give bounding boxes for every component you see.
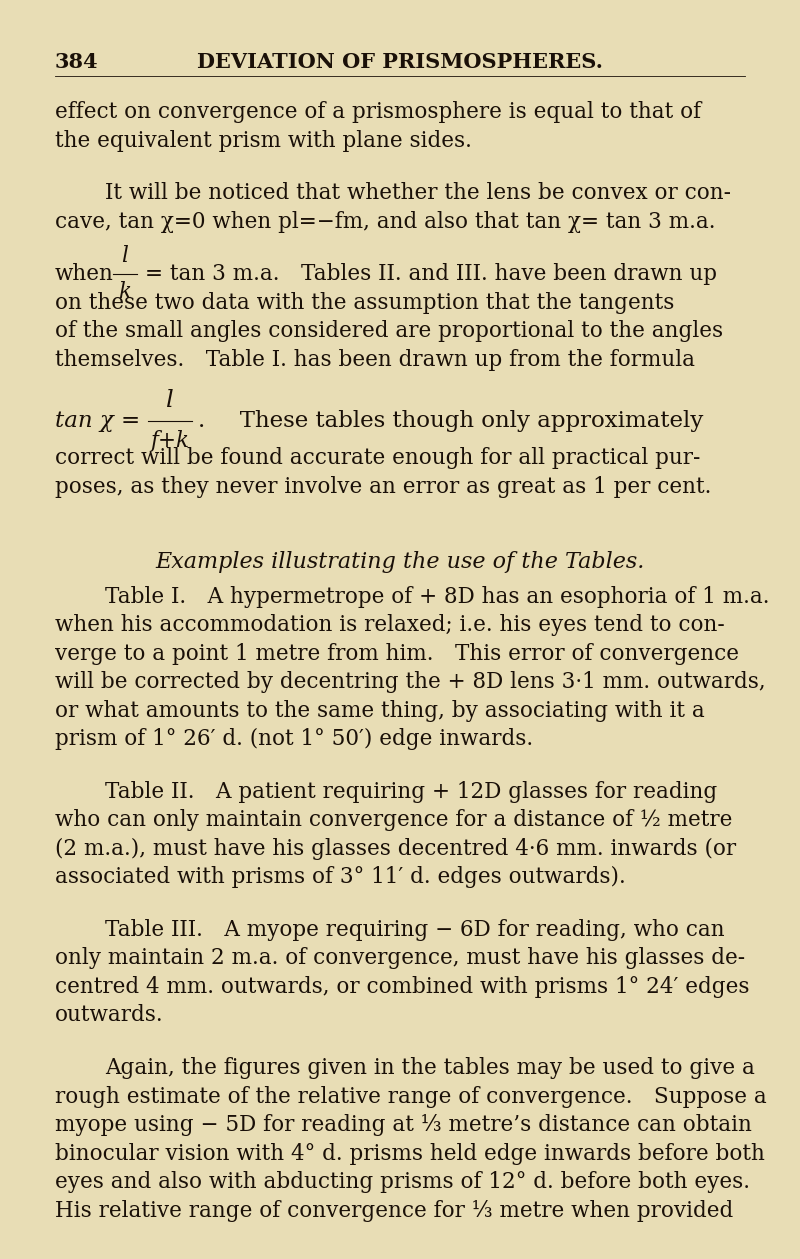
- Text: Table II.  A patient requiring + 12D glasses for reading: Table II. A patient requiring + 12D glas…: [105, 781, 718, 803]
- Text: when: when: [55, 263, 114, 286]
- Text: poses, as they never involve an error as great as 1 per cent.: poses, as they never involve an error as…: [55, 476, 711, 497]
- Text: binocular vision with 4° d. prisms held edge inwards before both: binocular vision with 4° d. prisms held …: [55, 1143, 765, 1165]
- Text: f+k: f+k: [150, 431, 190, 452]
- Text: .   These tables though only approximately: . These tables though only approximately: [198, 410, 703, 432]
- Text: rough estimate of the relative range of convergence.  Suppose a: rough estimate of the relative range of …: [55, 1085, 766, 1108]
- Text: eyes and also with abducting prisms of 12° d. before both eyes.: eyes and also with abducting prisms of 1…: [55, 1171, 750, 1194]
- Text: cave, tan χ=0 when pl=−fm, and also that tan χ= tan 3 m.a.: cave, tan χ=0 when pl=−fm, and also that…: [55, 210, 715, 233]
- Text: on these two data with the assumption that the tangents: on these two data with the assumption th…: [55, 292, 674, 313]
- Text: associated with prisms of 3° 11′ d. edges outwards).: associated with prisms of 3° 11′ d. edge…: [55, 866, 626, 889]
- Text: verge to a point 1 metre from him.  This error of convergence: verge to a point 1 metre from him. This …: [55, 642, 739, 665]
- Text: centred 4 mm. outwards, or combined with prisms 1° 24′ edges: centred 4 mm. outwards, or combined with…: [55, 976, 750, 998]
- Text: 384: 384: [55, 52, 98, 72]
- Text: when his accommodation is relaxed; i.e. his eyes tend to con-: when his accommodation is relaxed; i.e. …: [55, 614, 725, 636]
- Text: Table I.  A hypermetrope of + 8D has an esophoria of 1 m.a.: Table I. A hypermetrope of + 8D has an e…: [105, 585, 770, 608]
- Text: myope using − 5D for reading at ⅓ metre’s distance can obtain: myope using − 5D for reading at ⅓ metre’…: [55, 1114, 752, 1136]
- Text: His relative range of convergence for ⅓ metre when provided: His relative range of convergence for ⅓ …: [55, 1200, 734, 1221]
- Text: k: k: [118, 282, 131, 303]
- Text: outwards.: outwards.: [55, 1005, 164, 1026]
- Text: tan χ =: tan χ =: [55, 410, 140, 432]
- Text: themselves.  Table I. has been drawn up from the formula: themselves. Table I. has been drawn up f…: [55, 349, 695, 371]
- Text: Again, the figures given in the tables may be used to give a: Again, the figures given in the tables m…: [105, 1058, 755, 1079]
- Text: of the small angles considered are proportional to the angles: of the small angles considered are propo…: [55, 321, 723, 342]
- Text: It will be noticed that whether the lens be convex or con-: It will be noticed that whether the lens…: [105, 183, 731, 204]
- Text: l: l: [166, 389, 174, 412]
- Text: who can only maintain convergence for a distance of ½ metre: who can only maintain convergence for a …: [55, 810, 732, 831]
- Text: Table III.  A myope requiring − 6D for reading, who can: Table III. A myope requiring − 6D for re…: [105, 919, 725, 940]
- Text: or what amounts to the same thing, by associating with it a: or what amounts to the same thing, by as…: [55, 700, 705, 721]
- Text: will be corrected by decentring the + 8D lens 3·1 mm. outwards,: will be corrected by decentring the + 8D…: [55, 671, 766, 692]
- Text: (2 m.a.), must have his glasses decentred 4·6 mm. inwards (or: (2 m.a.), must have his glasses decentre…: [55, 837, 736, 860]
- Text: prism of 1° 26′ d. (not 1° 50′) edge inwards.: prism of 1° 26′ d. (not 1° 50′) edge inw…: [55, 728, 533, 750]
- Text: = tan 3 m.a.  Tables II. and III. have been drawn up: = tan 3 m.a. Tables II. and III. have be…: [145, 263, 717, 286]
- Text: DEVIATION OF PRISMOSPHERES.: DEVIATION OF PRISMOSPHERES.: [197, 52, 603, 72]
- Text: effect on convergence of a prismosphere is equal to that of: effect on convergence of a prismosphere …: [55, 101, 701, 123]
- Text: the equivalent prism with plane sides.: the equivalent prism with plane sides.: [55, 130, 472, 151]
- Text: l: l: [122, 246, 129, 267]
- Text: only maintain 2 m.a. of convergence, must have his glasses de-: only maintain 2 m.a. of convergence, mus…: [55, 948, 745, 969]
- Text: Examples illustrating the use of the Tables.: Examples illustrating the use of the Tab…: [155, 551, 645, 573]
- Text: correct will be found accurate enough for all practical pur-: correct will be found accurate enough fo…: [55, 447, 700, 470]
